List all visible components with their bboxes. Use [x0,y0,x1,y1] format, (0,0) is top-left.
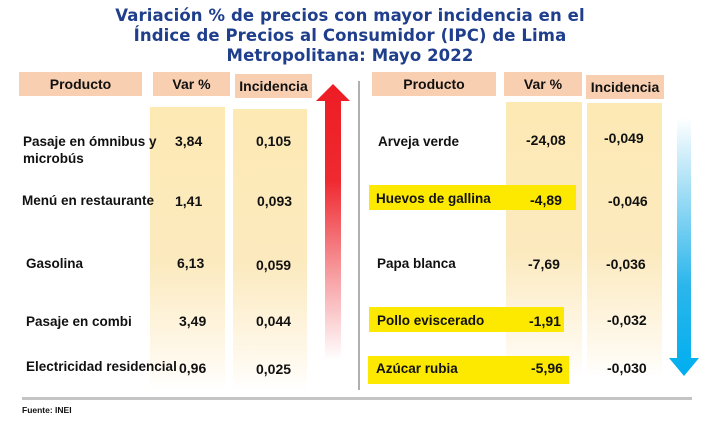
right-header-product: Producto [372,72,496,96]
left-row-3-product: Gasolina [26,256,84,271]
left-incidence-column-bg [233,109,307,390]
right-row-4-incidence: -0,032 [607,312,647,328]
left-row-4-var: 3,49 [179,313,207,329]
right-row-3-product: Papa blanca [377,256,456,271]
right-row-3-var: -7,69 [528,256,560,272]
left-row-3-incidence: 0,059 [256,257,292,273]
right-row-1-var: -24,08 [526,132,566,148]
highlight-huevos [369,185,576,210]
source-note: Fuente: INEI [22,405,72,415]
left-row-3-var: 6,13 [177,255,205,271]
left-row-4-incidence: 0,044 [256,313,292,329]
right-row-2-incidence: -0,046 [608,193,648,209]
right-row-3-incidence: -0,036 [606,256,646,272]
left-row-2-var: 1,41 [175,193,203,209]
table-divider [358,81,360,390]
right-row-1-incidence: -0,049 [604,130,644,146]
highlight-azucar [368,356,569,384]
title-line-3: Metropolitana: Mayo 2022 [226,46,474,65]
left-header-product: Producto [19,72,142,96]
chart-title: Variación % de precios con mayor inciden… [0,6,700,66]
up-arrow-icon [316,84,350,360]
right-row-1-product: Arveja verde [378,134,460,149]
right-incidence-column-bg [587,103,662,377]
left-row-1-product: Pasaje en ómnibus y microbús [23,133,157,167]
right-header-var: Var % [504,72,582,96]
right-row-5-incidence: -0,030 [607,360,647,376]
title-line-2: Índice de Precios al Consumidor (IPC) de… [133,26,567,45]
right-row-5-var: -5,96 [531,360,563,376]
left-row-5-product: Electricidad residencial [26,359,177,374]
product-line-2: microbús [23,151,84,166]
left-row-1-incidence: 0,105 [256,133,292,149]
left-var-column-bg [150,107,225,390]
bottom-rule [22,397,692,400]
down-arrow-icon [669,118,699,376]
right-row-2-var: -4,89 [530,192,562,208]
right-row-2-product: Huevos de gallina [376,191,491,206]
product-line-1: Pasaje en ómnibus y [23,134,157,149]
title-line-1: Variación % de precios con mayor inciden… [115,6,585,25]
right-row-4-product: Pollo eviscerado [377,313,485,328]
left-header-var: Var % [153,72,230,96]
left-header-incidence: Incidencia [235,74,312,98]
left-row-5-incidence: 0,025 [256,361,292,377]
left-row-5-var: 0,96 [179,360,207,376]
right-row-4-var: -1,91 [529,313,561,329]
highlight-pollo [369,307,564,332]
left-row-1-var: 3,84 [175,133,203,149]
right-header-incidence: Incidencia [586,75,664,99]
left-row-2-incidence: 0,093 [257,193,293,209]
left-row-2-product: Menú en restaurante [22,193,155,208]
left-row-4-product: Pasaje en combi [26,314,132,329]
right-row-5-product: Azúcar rubia [376,361,458,376]
